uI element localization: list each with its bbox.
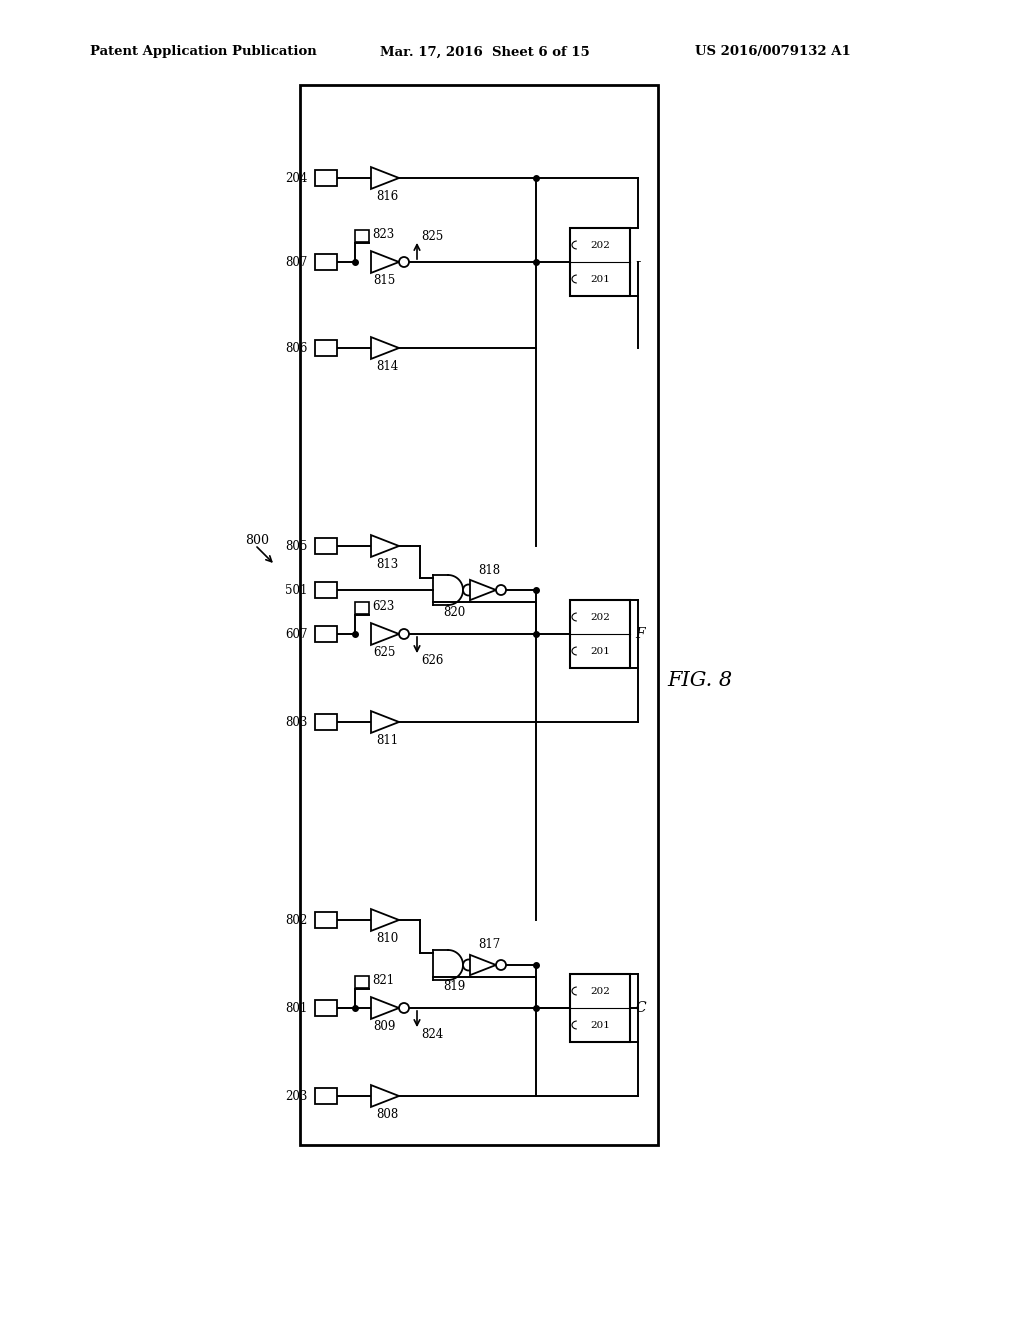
- Text: 202: 202: [590, 612, 610, 622]
- Text: 802: 802: [285, 913, 307, 927]
- Text: 806: 806: [285, 342, 307, 355]
- Circle shape: [496, 960, 506, 970]
- Text: 800: 800: [245, 533, 269, 546]
- Polygon shape: [371, 997, 399, 1019]
- Circle shape: [399, 257, 409, 267]
- Text: 202: 202: [590, 240, 610, 249]
- Bar: [315, 253, 337, 271]
- Text: 816: 816: [376, 190, 398, 202]
- Text: 808: 808: [376, 1107, 398, 1121]
- Text: 501: 501: [285, 583, 307, 597]
- Text: 811: 811: [376, 734, 398, 747]
- Text: 626: 626: [421, 653, 443, 667]
- Bar: [570, 228, 630, 296]
- Text: 809: 809: [373, 1019, 395, 1032]
- Text: 817: 817: [478, 939, 501, 952]
- Text: 202: 202: [590, 986, 610, 995]
- Text: 203: 203: [285, 1089, 307, 1102]
- Text: 807: 807: [285, 256, 307, 268]
- Polygon shape: [371, 623, 399, 645]
- Text: 201: 201: [590, 275, 610, 284]
- Circle shape: [463, 585, 474, 595]
- Bar: [315, 341, 337, 356]
- Bar: [315, 1001, 337, 1016]
- Text: US 2016/0079132 A1: US 2016/0079132 A1: [695, 45, 851, 58]
- Bar: [315, 170, 337, 186]
- Polygon shape: [433, 576, 463, 605]
- Polygon shape: [371, 168, 399, 189]
- Polygon shape: [371, 909, 399, 931]
- Text: 820: 820: [443, 606, 465, 619]
- Text: FIG. 8: FIG. 8: [668, 671, 732, 689]
- Text: 204: 204: [285, 172, 307, 185]
- Text: 821: 821: [372, 974, 394, 986]
- Circle shape: [463, 960, 474, 970]
- Text: 810: 810: [376, 932, 398, 945]
- Text: 201: 201: [590, 1020, 610, 1030]
- Polygon shape: [470, 579, 496, 601]
- Text: 623: 623: [372, 599, 394, 612]
- Bar: [355, 975, 369, 987]
- Text: 814: 814: [376, 359, 398, 372]
- Text: 819: 819: [443, 981, 465, 994]
- Text: 824: 824: [421, 1027, 443, 1040]
- Text: 201: 201: [590, 647, 610, 656]
- Text: 805: 805: [285, 540, 307, 553]
- Text: C: C: [635, 1001, 645, 1015]
- Bar: [355, 602, 369, 614]
- Bar: [315, 1088, 337, 1104]
- Polygon shape: [371, 251, 399, 273]
- Bar: [300, 84, 658, 1144]
- Bar: [570, 974, 630, 1041]
- Polygon shape: [371, 1085, 399, 1107]
- Polygon shape: [371, 337, 399, 359]
- Text: 825: 825: [421, 230, 443, 243]
- Text: Patent Application Publication: Patent Application Publication: [90, 45, 316, 58]
- Circle shape: [496, 585, 506, 595]
- Polygon shape: [470, 954, 496, 975]
- Text: 801: 801: [285, 1002, 307, 1015]
- Bar: [315, 626, 337, 642]
- Text: 803: 803: [285, 715, 307, 729]
- Bar: [315, 539, 337, 554]
- Circle shape: [399, 630, 409, 639]
- Polygon shape: [371, 535, 399, 557]
- Text: 607: 607: [285, 627, 307, 640]
- Circle shape: [399, 1003, 409, 1012]
- Bar: [315, 714, 337, 730]
- Text: 818: 818: [478, 564, 500, 577]
- Text: 823: 823: [372, 227, 394, 240]
- Polygon shape: [371, 711, 399, 733]
- Bar: [570, 601, 630, 668]
- Bar: [315, 582, 337, 598]
- Text: 625: 625: [373, 645, 395, 659]
- Bar: [315, 912, 337, 928]
- Text: Mar. 17, 2016  Sheet 6 of 15: Mar. 17, 2016 Sheet 6 of 15: [380, 45, 590, 58]
- Text: 815: 815: [373, 273, 395, 286]
- Polygon shape: [433, 950, 463, 979]
- Text: -: -: [635, 253, 641, 271]
- Bar: [355, 230, 369, 242]
- Text: 813: 813: [376, 557, 398, 570]
- Text: F: F: [635, 627, 645, 642]
